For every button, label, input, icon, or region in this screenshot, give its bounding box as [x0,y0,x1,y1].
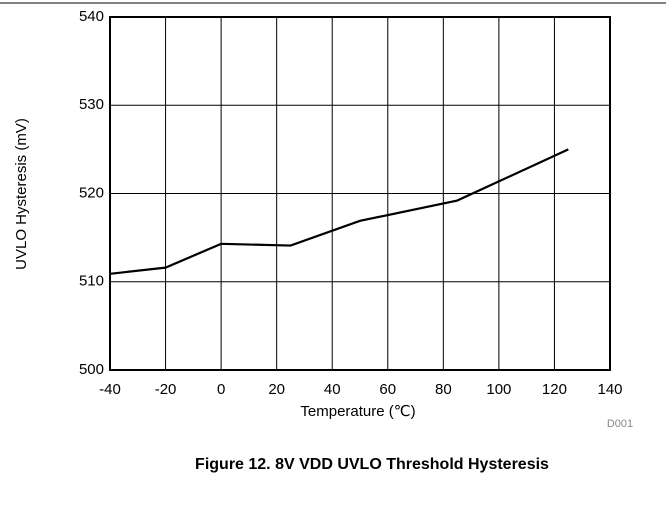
x-tick-label: 80 [435,381,452,398]
y-axis-label: UVLO Hysteresis (mV) [13,118,30,270]
x-tick-label: 100 [486,381,511,398]
y-tick-label: 510 [79,273,104,290]
figure-id: D001 [607,418,633,430]
caption: Figure 12. 8V VDD UVLO Threshold Hystere… [195,456,549,473]
x-tick-label: 60 [379,381,396,398]
y-tick-label: 540 [79,8,104,25]
x-tick-label: -20 [155,381,177,398]
data-line [109,148,569,275]
plot-frame [109,16,611,371]
x-tick-label: 0 [217,381,225,398]
y-tick-label: 530 [79,96,104,113]
x-tick-label: 40 [324,381,341,398]
x-tick-label: 120 [542,381,567,398]
x-tick-label: -40 [99,381,121,398]
x-tick-label: 20 [268,381,285,398]
x-axis-label: Temperature (℃) [300,403,415,420]
x-tick-label: 140 [597,381,622,398]
y-tick-label: 520 [79,184,104,201]
y-tick-label: 500 [79,361,104,378]
